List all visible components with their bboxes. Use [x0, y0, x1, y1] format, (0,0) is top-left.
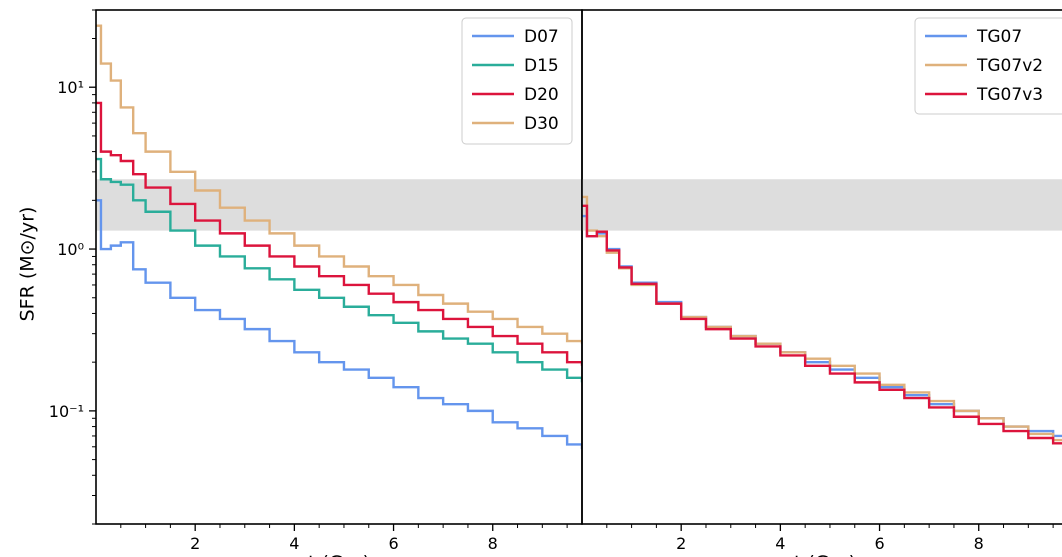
- series-line-tg07: [582, 214, 1062, 438]
- legend-label-d20: D20: [524, 85, 559, 105]
- legend-label-d07: D07: [524, 27, 559, 47]
- y-tick-label: 10¹: [57, 78, 84, 97]
- series-line-d15: [96, 157, 582, 383]
- series-line-d30: [96, 24, 582, 344]
- x-axis-label: t (Gyr): [794, 552, 856, 557]
- x-tick-label: 8: [974, 534, 984, 553]
- x-tick-label: 4: [289, 534, 299, 553]
- legend: D07 D15 D20 D30: [461, 17, 573, 145]
- series-line-d20: [96, 101, 582, 366]
- x-axis-label: t (Gyr): [308, 552, 370, 557]
- series-line-d07: [96, 199, 582, 450]
- right-panel-plot: 2 4 6 8 t (Gyr) TG07 TG07v2 TG07v3: [581, 9, 1062, 557]
- shaded-band: [582, 179, 1062, 231]
- series-line-tg07v3: [582, 204, 1062, 445]
- legend: TG07 TG07v2 TG07v3: [914, 17, 1062, 115]
- x-tick-label: 2: [190, 534, 200, 553]
- legend-label-tg07: TG07: [976, 27, 1022, 47]
- legend-label-d30: D30: [524, 114, 559, 134]
- x-tick-label: 2: [676, 534, 686, 553]
- x-tick-label: 4: [775, 534, 785, 553]
- y-tick-label: 10⁰: [57, 240, 84, 259]
- y-axis-label: SFR (M⊙/yr): [17, 207, 39, 322]
- legend-label-tg07v2: TG07v2: [976, 56, 1043, 76]
- legend-label-tg07v3: TG07v3: [976, 85, 1043, 105]
- left-panel-plot: 2 4 6 8 t (Gyr) 10⁻¹ 10⁰ 10¹ D07 D15 D20 D30: [49, 9, 583, 557]
- x-tick-label: 6: [874, 534, 884, 553]
- series-line-tg07v2: [582, 195, 1062, 442]
- legend-label-d15: D15: [524, 56, 559, 76]
- axes-frame: [581, 9, 1062, 525]
- x-tick-label: 6: [388, 534, 398, 553]
- y-tick-label: 10⁻¹: [49, 402, 84, 421]
- x-tick-label: 8: [488, 534, 498, 553]
